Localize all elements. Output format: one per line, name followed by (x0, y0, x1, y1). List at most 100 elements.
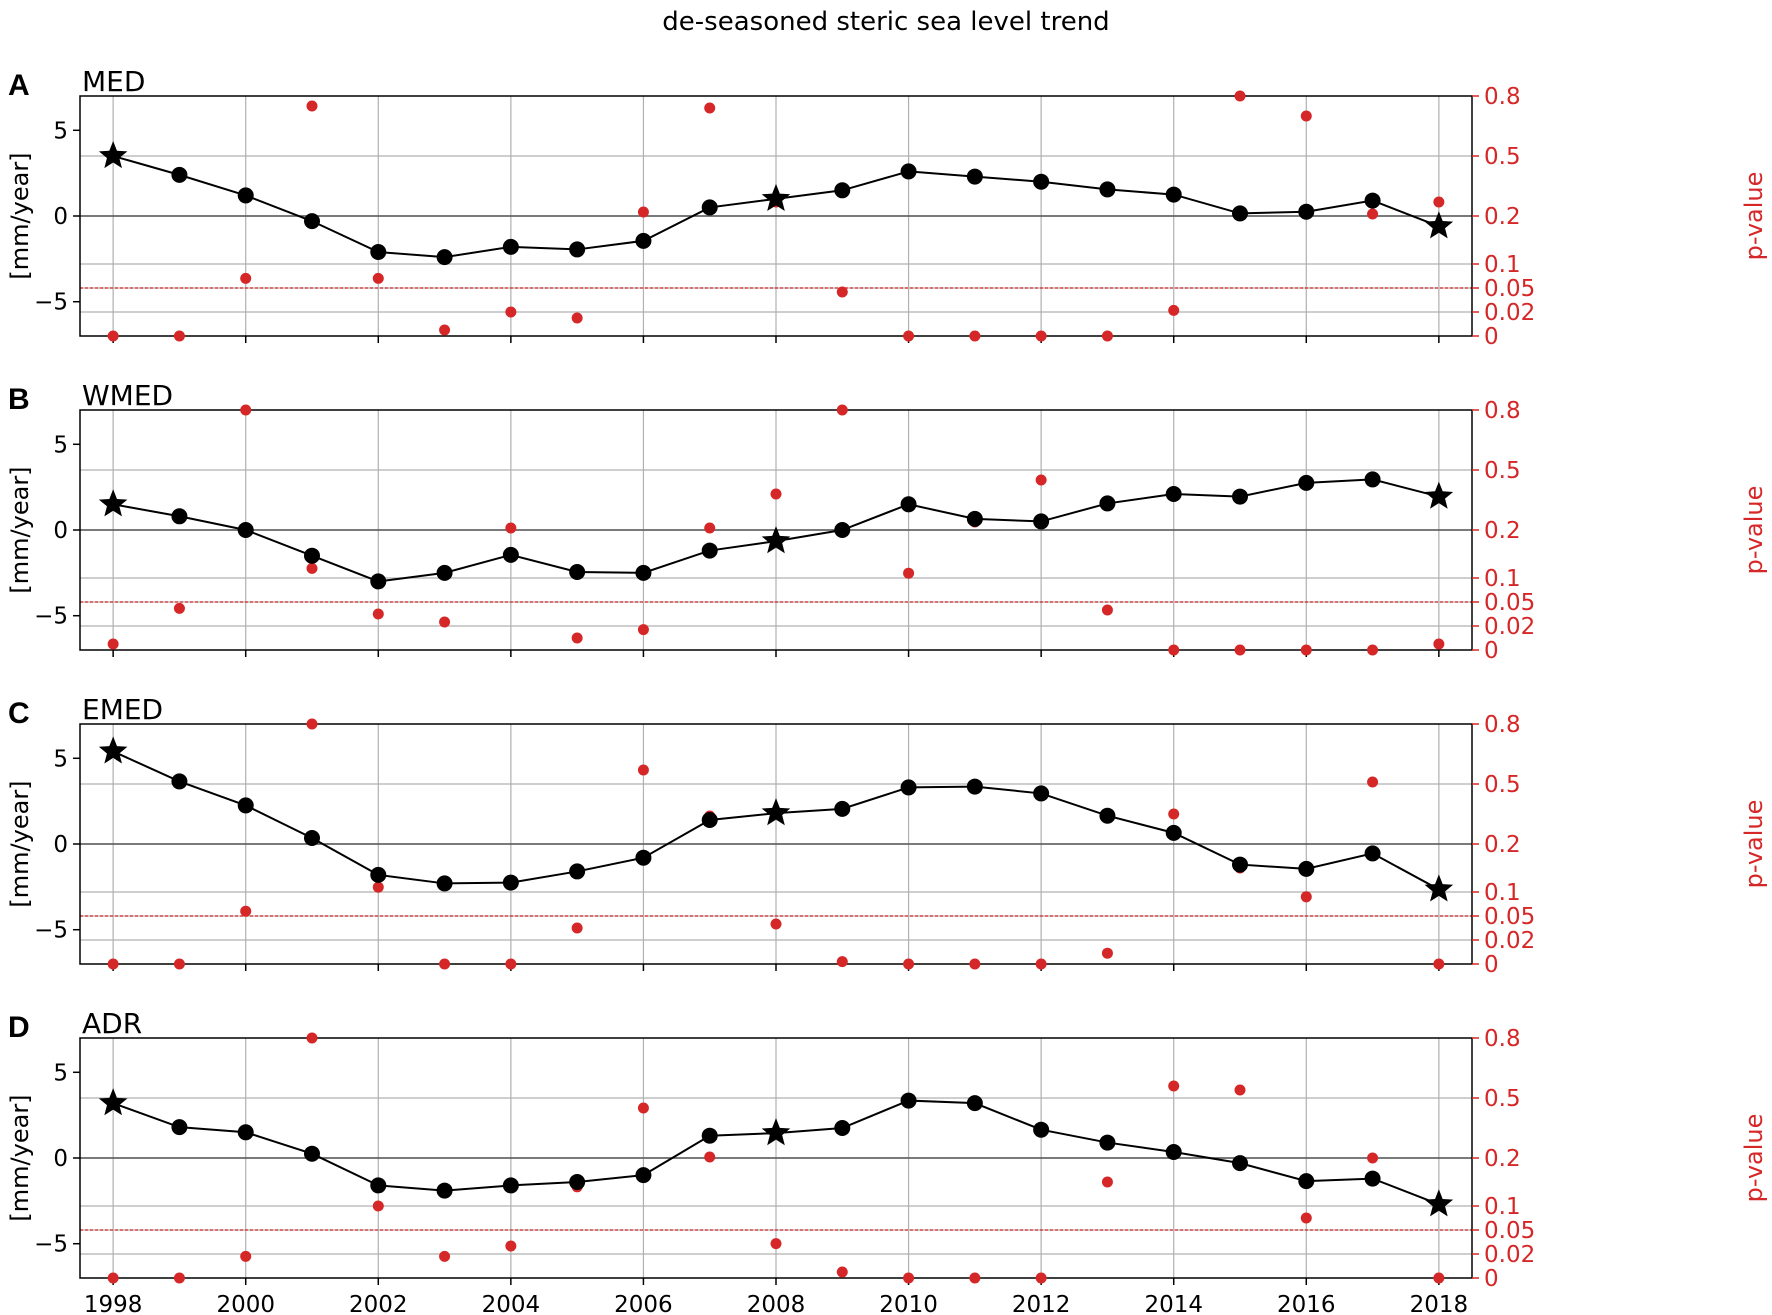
trend-point (1165, 186, 1182, 203)
trend-point (1232, 488, 1248, 505)
trend-star-marker (98, 1088, 128, 1116)
y2-tick-label: 0 (1484, 638, 1499, 664)
x-tick-label: 2004 (482, 1292, 541, 1315)
trend-star-marker (1424, 874, 1454, 902)
panel-name: ADR (82, 1007, 142, 1040)
pvalue-point (372, 1200, 384, 1212)
pvalue-point (1101, 947, 1113, 959)
pvalue-series (107, 718, 1445, 970)
trend-point (834, 1120, 851, 1136)
trend-point (237, 1124, 254, 1141)
pvalue-point (903, 567, 915, 579)
pvalue-point (770, 488, 782, 500)
y2-tick-label: 0.5 (1484, 1086, 1521, 1112)
trend-point (436, 1182, 453, 1199)
pvalue-point (240, 1250, 252, 1262)
y-axis-label: [mm/year] (6, 466, 34, 593)
y-axis-label: [mm/year] (6, 1094, 34, 1221)
pvalue-point (1101, 330, 1113, 342)
pvalue-point (505, 306, 517, 318)
y-axis-label: [mm/year] (6, 780, 34, 907)
trend-point (635, 849, 652, 866)
pvalue-series (107, 90, 1445, 342)
trend-series (98, 736, 1454, 902)
pvalue-point (439, 616, 451, 628)
pvalue-point (372, 608, 384, 620)
y2-tick-label: 0.02 (1484, 928, 1535, 954)
pvalue-point (439, 1250, 451, 1262)
panel-letter: D (8, 1011, 30, 1044)
pvalue-point (1367, 1152, 1379, 1164)
y-tick-label: −5 (34, 290, 68, 316)
pvalue-point (969, 1272, 981, 1284)
trend-point (1298, 203, 1315, 220)
trend-point (569, 1174, 586, 1190)
pvalue-point (240, 272, 252, 284)
trend-star-marker (761, 798, 791, 826)
y2-tick-label: 0.02 (1484, 1242, 1535, 1268)
trend-point (635, 232, 652, 249)
figure-title: de-seasoned steric sea level trend (662, 7, 1109, 37)
x-tick-label: 2000 (216, 1292, 275, 1315)
trend-point (1033, 173, 1050, 190)
trend-series (98, 471, 1454, 590)
y2-tick-label: 0.05 (1484, 1218, 1535, 1244)
y-tick-label: 0 (53, 1146, 68, 1172)
y2-tick-label: 0.5 (1484, 144, 1521, 170)
x-tick-label: 2002 (349, 1292, 408, 1315)
pvalue-point (1035, 958, 1047, 970)
trend-point (1099, 495, 1116, 512)
pvalue-point (903, 330, 915, 342)
trend-point (1165, 824, 1182, 841)
pvalue-point (1433, 196, 1445, 208)
trend-star-marker (98, 489, 128, 517)
pvalue-point (1035, 474, 1047, 486)
trend-star-marker (1424, 481, 1454, 509)
trend-point (1099, 181, 1116, 198)
pvalue-point (836, 404, 848, 416)
pvalue-point (836, 286, 848, 298)
y-tick-label: 0 (53, 832, 68, 858)
trend-point (1298, 1173, 1315, 1190)
pvalue-series (107, 1032, 1445, 1284)
x-tick-label: 2006 (614, 1292, 673, 1315)
trend-point (171, 773, 188, 790)
trend-point (1232, 856, 1248, 873)
trend-point (701, 199, 718, 216)
trend-point (304, 830, 320, 846)
trend-point (171, 166, 188, 183)
trend-point (1364, 1170, 1381, 1187)
pvalue-point (306, 1032, 318, 1044)
pvalue-point (969, 330, 981, 342)
pvalue-point (637, 624, 649, 636)
trend-point (304, 547, 320, 564)
pvalue-point (571, 922, 583, 934)
pvalue-point (240, 905, 252, 917)
y-tick-label: 0 (53, 204, 68, 230)
pvalue-point (372, 272, 384, 284)
pvalue-point (571, 312, 583, 324)
pvalue-point (173, 1272, 185, 1284)
pvalue-point (1433, 638, 1445, 650)
pvalue-point (505, 958, 517, 970)
x-tick-label: 1998 (84, 1292, 143, 1315)
pvalue-point (1168, 644, 1180, 656)
x-tick-label: 2008 (747, 1292, 806, 1315)
y2-tick-label: 0.5 (1484, 458, 1521, 484)
pvalue-point (836, 1266, 848, 1278)
trend-point (1364, 192, 1381, 209)
y-tick-label: −5 (34, 1232, 68, 1258)
trend-point (171, 508, 188, 525)
trend-point (966, 1095, 983, 1112)
trend-point (502, 874, 519, 891)
y2-tick-label: 0.8 (1484, 712, 1521, 738)
pvalue-point (1300, 644, 1312, 656)
panel-letter: C (8, 697, 30, 730)
pvalue-point (372, 881, 384, 893)
trend-point (502, 238, 519, 255)
trend-point (834, 182, 851, 199)
y2-tick-label: 0.2 (1484, 518, 1521, 544)
pvalue-point (1101, 1176, 1113, 1188)
